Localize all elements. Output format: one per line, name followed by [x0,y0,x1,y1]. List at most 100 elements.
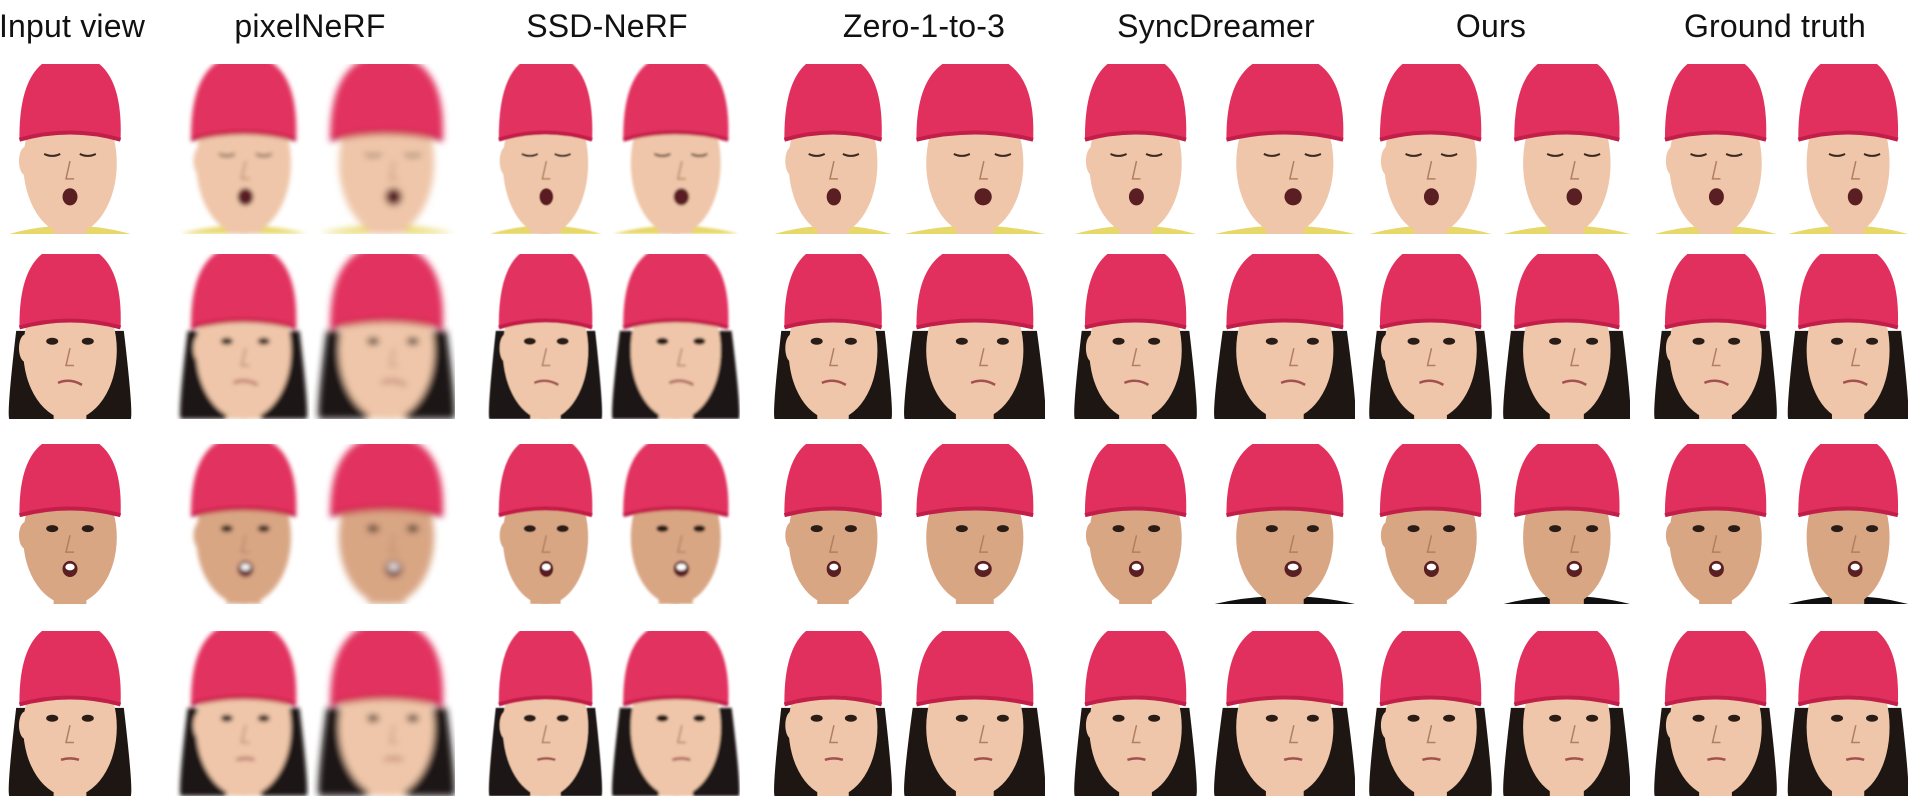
face-render-image [1369,254,1492,419]
face-render-image [774,254,892,419]
face-render-image [612,64,739,234]
face-render-image [1369,631,1492,796]
face-thumbnail-gt-a [1650,254,1780,419]
face-thumbnail-ssd-b [605,254,740,419]
column-title-syncdreamer: SyncDreamer [1117,8,1315,44]
face-thumbnail-gt-b [1780,631,1908,796]
comparison-image-grid [0,64,1912,796]
face-render-image [8,631,132,796]
face-thumbnail-ours-b [1495,254,1630,419]
face-render-image [179,631,308,796]
face-thumbnail-gt-a [1650,64,1780,234]
face-thumbnail-pixelnerf-b [310,64,455,234]
face-render-image [1664,444,1767,604]
figure-row-1 [0,64,1912,234]
face-thumbnail-zero-a [770,444,895,604]
face-thumbnail-sync-a [1070,444,1200,604]
face-thumbnail-zero-b [895,631,1045,796]
face-render-image [916,444,1034,604]
face-thumbnail-ours-b [1495,64,1630,234]
face-render-image [1787,631,1908,796]
face-render-image [1503,254,1630,419]
face-render-image [904,631,1045,796]
face-thumbnail-sync-b [1205,444,1355,604]
face-thumbnail-input [5,631,135,796]
face-render-image [488,254,603,419]
face-render-image [774,631,892,796]
face-render-image [1074,631,1197,796]
face-thumbnail-input [5,254,135,419]
face-thumbnail-zero-b [895,444,1045,604]
face-thumbnail-ours-a [1365,254,1495,419]
face-thumbnail-pixelnerf-a [175,64,310,234]
face-thumbnail-zero-b [895,254,1045,419]
face-render-image [612,631,740,796]
face-render-image [1074,64,1197,234]
face-thumbnail-gt-b [1780,254,1908,419]
face-render-image [1379,444,1482,604]
face-render-image [1074,254,1197,419]
face-thumbnail-zero-a [770,64,895,234]
face-thumbnail-sync-a [1070,64,1200,234]
face-render-image [1084,444,1187,604]
face-thumbnail-ours-a [1365,631,1495,796]
face-render-image [318,64,455,234]
face-render-image [612,254,740,419]
face-thumbnail-gt-b [1780,64,1908,234]
face-thumbnail-input [5,64,135,234]
face-render-image [190,444,297,604]
figure-row-2 [0,254,1912,419]
face-render-image [904,254,1045,419]
face-thumbnail-sync-b [1205,254,1355,419]
face-thumbnail-sync-b [1205,631,1355,796]
face-thumbnail-pixelnerf-b [310,444,455,604]
figure-row-3 [0,444,1912,604]
face-render-image [329,444,444,604]
face-thumbnail-sync-b [1205,64,1355,234]
face-render-image [8,254,132,419]
face-thumbnail-pixelnerf-b [310,631,455,796]
column-header-row: Input view pixelNeRF SSD-NeRF Zero-1-to-… [0,0,1912,64]
face-render-image [318,254,455,419]
face-render-image [180,64,307,234]
face-render-image [783,444,883,604]
face-thumbnail-sync-a [1070,254,1200,419]
face-thumbnail-ssd-a [485,444,605,604]
face-thumbnail-gt-a [1650,631,1780,796]
face-thumbnail-sync-a [1070,631,1200,796]
face-thumbnail-ours-a [1365,64,1495,234]
face-render-image [1788,64,1908,234]
face-render-image [774,64,892,234]
face-thumbnail-zero-a [770,254,895,419]
face-render-image [1214,64,1355,234]
column-title-zero-1-to-3: Zero-1-to-3 [842,8,1006,44]
face-render-image [488,631,603,796]
face-thumbnail-pixelnerf-a [175,631,310,796]
column-title-pixelnerf: pixelNeRF [234,8,386,44]
face-thumbnail-ssd-a [485,64,605,234]
face-thumbnail-ours-b [1495,631,1630,796]
face-render-image [318,631,455,796]
face-thumbnail-input [5,444,135,604]
face-thumbnail-zero-b [895,64,1045,234]
face-render-image [1654,631,1777,796]
face-render-image [1788,444,1908,604]
face-render-image [179,254,308,419]
face-render-image [1369,64,1492,234]
face-render-image [904,64,1045,234]
face-render-image [622,444,729,604]
face-render-image [9,64,131,234]
face-render-image [1787,254,1908,419]
face-thumbnail-ssd-a [485,631,605,796]
face-thumbnail-ours-a [1365,444,1495,604]
face-render-image [1503,444,1630,604]
face-render-image [1503,631,1630,796]
face-render-image [1214,444,1355,604]
figure-row-4 [0,631,1912,796]
face-thumbnail-ssd-a [485,254,605,419]
face-thumbnail-gt-a [1650,444,1780,604]
face-thumbnail-pixelnerf-b [310,254,455,419]
face-thumbnail-ssd-b [605,631,740,796]
face-thumbnail-ours-b [1495,444,1630,604]
face-render-image [1654,254,1777,419]
